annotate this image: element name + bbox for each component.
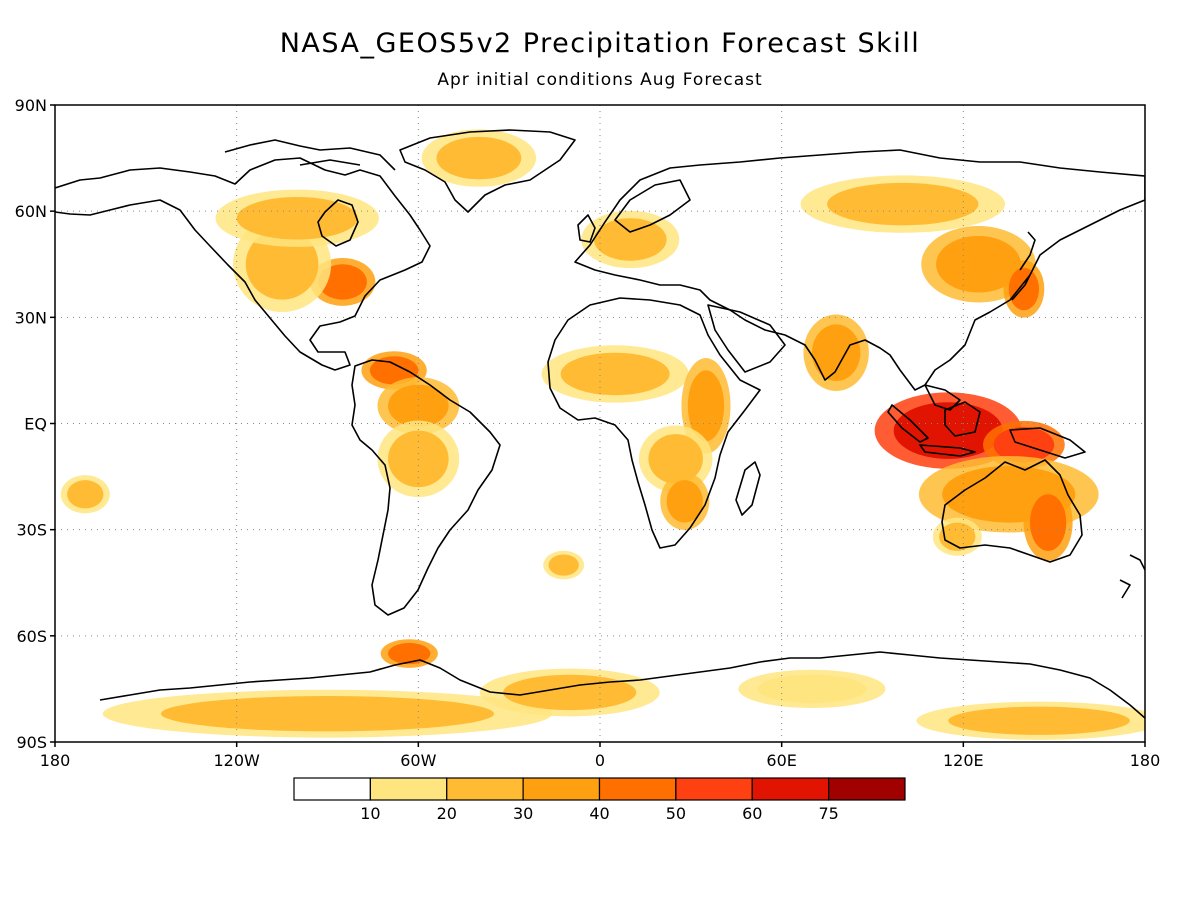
coast-south-america <box>351 359 501 616</box>
coast-java <box>919 444 976 457</box>
skill-region <box>827 182 979 226</box>
coastlines <box>55 129 1145 719</box>
coast-hudson-bay <box>317 199 359 247</box>
coast-arctic-islands <box>224 139 396 171</box>
grid-lines <box>55 105 1145 742</box>
skill-region <box>369 356 419 385</box>
skill-region <box>160 695 495 732</box>
skill-region <box>318 264 367 300</box>
coast-sumatra <box>887 404 929 443</box>
coast-scandinavia <box>614 179 691 233</box>
coast-north-america <box>55 157 431 371</box>
lon-tick-label: 180 <box>1130 751 1161 770</box>
lat-tick-label: 30S <box>16 521 47 540</box>
coast-japan <box>1011 231 1036 301</box>
coast-australia <box>941 459 1083 563</box>
longitude-ticks: 180 120W 60W 0 60E 120E 180 <box>40 742 1161 770</box>
coast-new-guinea <box>1009 427 1086 459</box>
coast-indochina <box>924 384 961 411</box>
skill-region <box>936 235 1021 293</box>
coast-arabia <box>707 304 786 373</box>
skill-region <box>236 197 358 240</box>
colorbar-label: 30 <box>513 804 533 823</box>
colorbar-swatch <box>751 777 830 801</box>
skill-region <box>666 480 703 523</box>
skill-region <box>388 642 431 665</box>
lat-tick-label: 30N <box>15 308 47 327</box>
coast-greenland <box>399 129 576 213</box>
coast-borneo <box>944 401 981 437</box>
lon-tick-label: 180 <box>40 751 71 770</box>
skill-region <box>388 430 449 488</box>
lon-tick-label: 60E <box>766 751 796 770</box>
coast-british-isles <box>577 214 596 243</box>
lon-tick-label: 120W <box>213 751 260 770</box>
skill-region <box>593 218 667 261</box>
lat-tick-label: 60N <box>15 202 47 221</box>
skill-region <box>1008 267 1040 311</box>
lon-tick-label: 0 <box>595 751 605 770</box>
lat-tick-label: 90N <box>15 96 47 115</box>
skill-field <box>60 129 1145 740</box>
colorbar-swatch <box>446 777 524 801</box>
skill-region <box>548 554 579 576</box>
chart-subtitle: Apr initial conditions Aug Forecast <box>437 70 763 90</box>
colorbar-label: 75 <box>818 804 838 823</box>
coast-eurasia <box>574 149 1145 391</box>
latitude-ticks: 90N 60N 30N EQ 30S 60S 90S <box>15 96 55 752</box>
chart-title: NASA_GEOS5v2 Precipitation Forecast Skil… <box>279 28 921 59</box>
skill-region <box>560 352 670 396</box>
colorbar-swatch <box>675 777 753 801</box>
skill-region <box>503 674 637 711</box>
colorbar-swatch <box>293 777 371 801</box>
colorbar-label: 40 <box>589 804 609 823</box>
skill-region <box>648 434 703 484</box>
skill-region <box>67 480 104 509</box>
colorbar-swatch <box>828 777 906 801</box>
skill-region <box>1029 494 1067 551</box>
lat-tick-label: EQ <box>24 415 47 434</box>
colorbar-label: 20 <box>437 804 457 823</box>
colorbar-label: 50 <box>666 804 686 823</box>
skill-region <box>811 324 861 382</box>
coast-madagascar <box>735 461 761 516</box>
skill-region <box>939 522 976 551</box>
lat-tick-label: 90S <box>16 733 47 752</box>
colorbar: 10 20 30 40 50 60 75 <box>293 777 906 823</box>
colorbar-swatch <box>522 777 601 801</box>
skill-region <box>436 136 522 180</box>
coast-antarctica <box>99 651 1145 719</box>
colorbar-label: 60 <box>742 804 762 823</box>
coast-africa <box>547 297 761 549</box>
colorbar-swatch <box>369 777 448 801</box>
lon-tick-label: 60W <box>400 751 436 770</box>
coast-new-zealand <box>1119 554 1145 599</box>
lat-tick-label: 60S <box>16 627 47 646</box>
colorbar-swatch <box>598 777 677 801</box>
skill-region <box>757 674 867 704</box>
lon-tick-label: 120E <box>943 751 984 770</box>
colorbar-label: 10 <box>360 804 380 823</box>
skill-region <box>948 706 1130 735</box>
